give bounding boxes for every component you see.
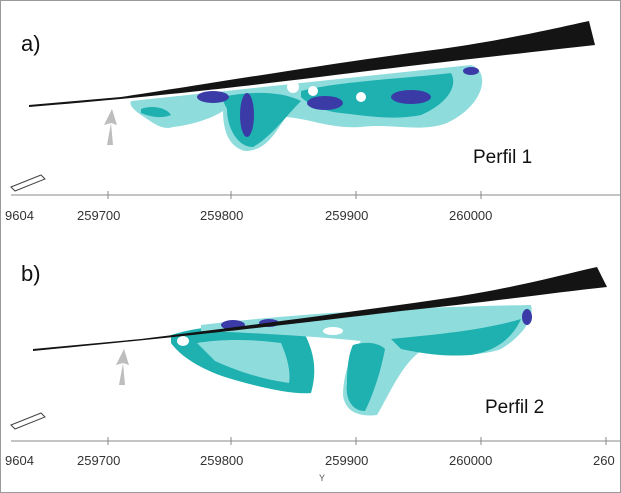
panel-letter: a) (21, 31, 41, 56)
tick-label: 259700 (77, 208, 121, 223)
tick-label: 9604 (5, 453, 34, 468)
resistivity-contour (141, 107, 171, 118)
panel-b-plot (10, 267, 620, 445)
tick-label: 259800 (200, 208, 244, 223)
panel-a: a) Perfil 1 9604 259700 259800 259900 26… (1, 1, 620, 245)
tick-label: 259900 (325, 453, 369, 468)
tick-label: 260000 (449, 208, 493, 223)
resistivity-contour (391, 319, 521, 356)
resistivity-contour (346, 342, 385, 411)
panel-letter: b) (21, 261, 41, 286)
resistivity-anomaly (522, 309, 532, 325)
resistivity-anomaly (463, 67, 479, 75)
resistivity-contour (197, 340, 290, 383)
resistivity-anomaly (197, 91, 229, 103)
axis-orientation-icon (10, 412, 46, 430)
profile-label: Perfil 2 (485, 397, 545, 418)
tick-label: 259800 (200, 453, 244, 468)
tick-label: 259900 (325, 208, 369, 223)
profile-label: Perfil 1 (473, 147, 533, 168)
tick-label: 260 (593, 453, 615, 468)
axis-orientation-icon (10, 174, 46, 192)
location-arrow (116, 349, 129, 385)
resistivity-anomaly (240, 93, 254, 137)
tick-label: 9604 (5, 208, 34, 223)
panel-a-plot (10, 21, 620, 199)
tick-label: 259700 (77, 453, 121, 468)
location-arrow (104, 109, 117, 145)
resistivity-anomaly (391, 90, 431, 104)
panel-b: b) Perfil 2 9604 259700 259800 259900 26… (1, 245, 620, 492)
tick-label: 260000 (449, 453, 493, 468)
resistivity-anomaly (307, 96, 343, 110)
axis-letter: Y (319, 473, 326, 483)
